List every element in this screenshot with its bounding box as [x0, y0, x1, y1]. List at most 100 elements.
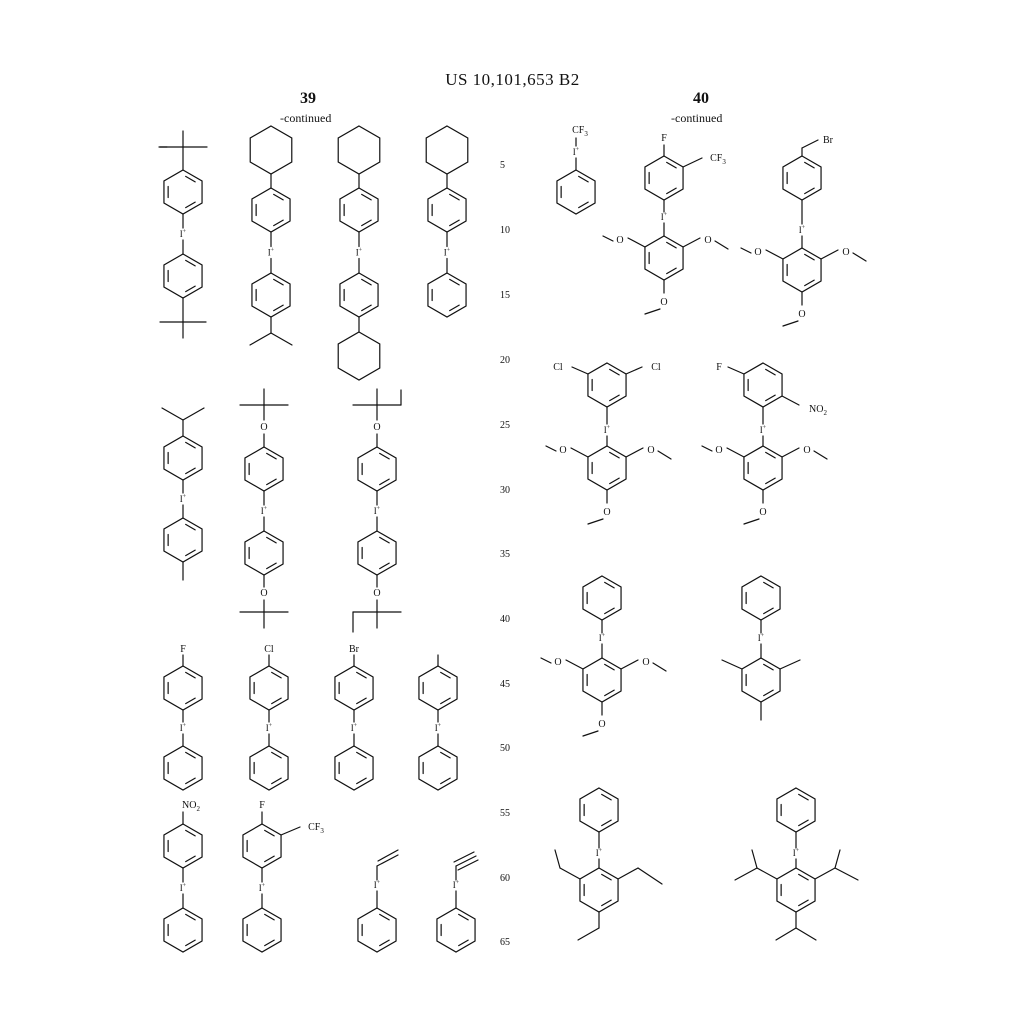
compound-phenyl-triisopropylphenyl-iodonium: I+: [734, 787, 859, 941]
iodonium-label: I+: [351, 723, 358, 733]
atom-label: O: [598, 719, 605, 730]
atom-label: O: [647, 445, 654, 456]
compound-ethynyl-phenyl-iodonium: I+: [436, 851, 479, 953]
continued-label-left: -continued: [280, 111, 332, 125]
compound-bis-cyclohexylphenyl-iodonium: I+: [337, 125, 381, 381]
atom-label: CF3: [572, 125, 588, 138]
iodonium-label: I+: [356, 248, 363, 258]
compound-bromomethylphenyl-trimethoxyphenyl-iodonium: Br I+ O O O: [740, 135, 867, 327]
atom-label: Cl: [651, 362, 661, 373]
line-number: 40: [500, 614, 510, 625]
atom-label: O: [559, 445, 566, 456]
atom-label: O: [842, 247, 849, 258]
iodonium-label: I+: [453, 880, 460, 890]
atom-label: Cl: [264, 644, 274, 655]
iodonium-label: I+: [596, 848, 603, 858]
compound-fluoro-trifluoromethylphenyl-trimethoxyphenyl-iodonium: F CF3 I+ O O O: [602, 133, 729, 315]
atom-label: F: [716, 362, 722, 373]
compound-chlorophenyl-phenyl-iodonium: Cl I+: [249, 644, 289, 791]
iodonium-label: I+: [374, 506, 381, 516]
compound-phenyl-trimethoxyphenyl-iodonium: I+ O O O: [540, 575, 667, 737]
continued-label-right: -continued: [671, 111, 723, 125]
iodonium-label: I+: [180, 494, 187, 504]
iodonium-label: I+: [435, 723, 442, 733]
compound-phenyl-triethylphenyl-iodonium: I+: [554, 787, 663, 941]
atom-label: NO2: [809, 404, 827, 417]
iodonium-label: I+: [661, 212, 668, 222]
iodonium-label: I+: [758, 633, 765, 643]
atom-label: CF3: [308, 822, 324, 835]
iodonium-label: I+: [604, 425, 611, 435]
compound-trifluoromethyl-phenyl-iodonium: CF3 I+: [556, 125, 596, 215]
iodonium-label: I+: [261, 506, 268, 516]
compound-bis-tert-butylphenyl-iodonium: I+: [158, 130, 208, 339]
line-number: 65: [500, 937, 510, 948]
atom-label: Cl: [553, 362, 563, 373]
line-number: 30: [500, 485, 510, 496]
iodonium-label: I+: [180, 883, 187, 893]
atom-label: O: [759, 507, 766, 518]
atom-label: F: [661, 133, 667, 144]
atom-label: O: [373, 422, 380, 433]
iodonium-label: I+: [266, 723, 273, 733]
atom-label: Br: [349, 644, 360, 655]
atom-label: O: [803, 445, 810, 456]
compound-bis-tert-pentoxyphenyl-iodonium: O I+ O: [352, 388, 402, 633]
line-number: 20: [500, 355, 510, 366]
atom-label: F: [180, 644, 186, 655]
atom-label: Br: [823, 135, 834, 146]
compound-nitrophenyl-phenyl-iodonium: NO2 I+: [163, 800, 203, 953]
column-number-right: 40: [693, 90, 709, 107]
iodonium-label: I+: [374, 880, 381, 890]
atom-label: O: [373, 588, 380, 599]
compound-fluoro-trifluoromethylphenyl-phenyl-iodonium: F I+ CF3: [242, 800, 324, 953]
iodonium-label: I+: [259, 883, 266, 893]
patent-number: US 10,101,653 B2: [445, 70, 580, 89]
compound-dichlorophenyl-trimethoxyphenyl-iodonium: Cl Cl I+ O O O: [545, 362, 672, 525]
atom-label: O: [554, 657, 561, 668]
compound-cyclohexylphenyl-isopropylphenyl-iodonium: I+: [249, 125, 293, 346]
compound-cyclohexylphenyl-phenyl-iodonium: I+: [425, 125, 469, 318]
atom-label: O: [798, 309, 805, 320]
iodonium-label: I+: [180, 229, 187, 239]
line-number: 60: [500, 873, 510, 884]
compound-isopropylphenyl-tolyl-iodonium: I+: [161, 407, 205, 581]
atom-label: O: [704, 235, 711, 246]
iodonium-label: I+: [268, 248, 275, 258]
line-number: 5: [500, 160, 505, 171]
compound-fluorophenyl-phenyl-iodonium: F I+: [163, 644, 203, 791]
iodonium-label: I+: [180, 723, 187, 733]
line-number: 15: [500, 290, 510, 301]
iodonium-label: I+: [799, 225, 806, 235]
column-number-left: 39: [300, 90, 316, 107]
iodonium-label: I+: [444, 248, 451, 258]
atom-label: O: [603, 507, 610, 518]
line-number: 45: [500, 679, 510, 690]
compound-bromophenyl-phenyl-iodonium: Br I+: [334, 644, 374, 791]
compound-fluoro-nitrophenyl-trimethoxyphenyl-iodonium: F NO2 I+ O O O: [701, 362, 828, 525]
atom-label: F: [259, 800, 265, 811]
atom-label: O: [642, 657, 649, 668]
atom-label: O: [616, 235, 623, 246]
iodonium-label: I+: [793, 848, 800, 858]
compound-bis-tert-butoxyphenyl-iodonium: O I+ O: [239, 388, 289, 629]
line-number: 50: [500, 743, 510, 754]
atom-label: O: [260, 588, 267, 599]
line-number: 35: [500, 549, 510, 560]
atom-label: CF3: [710, 153, 726, 166]
line-number: 25: [500, 420, 510, 431]
line-number: 10: [500, 225, 510, 236]
iodonium-label: I+: [760, 425, 767, 435]
atom-label: NO2: [182, 800, 200, 813]
line-number: 55: [500, 808, 510, 819]
iodonium-label: I+: [599, 633, 606, 643]
compound-vinyl-phenyl-iodonium: I+: [357, 849, 399, 953]
atom-label: O: [660, 297, 667, 308]
compound-tolyl-phenyl-iodonium: I+: [418, 654, 458, 791]
atom-label: O: [715, 445, 722, 456]
atom-label: O: [754, 247, 761, 258]
iodonium-label: I+: [573, 147, 580, 157]
compound-phenyl-mesityl-iodonium: I+: [721, 575, 801, 721]
atom-label: O: [260, 422, 267, 433]
